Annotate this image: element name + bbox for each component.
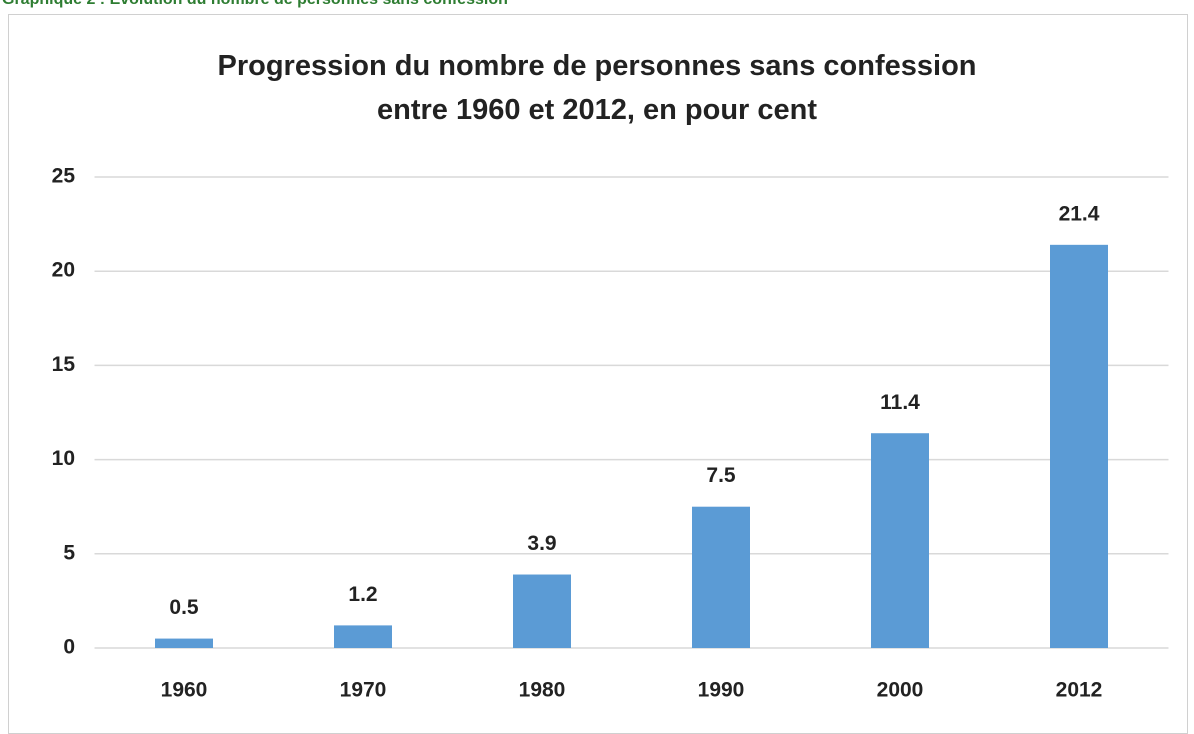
bar: [692, 506, 750, 648]
x-tick-label: 1970: [340, 679, 387, 702]
data-label: 7.5: [706, 464, 736, 487]
data-label: 1.2: [348, 583, 377, 606]
x-tick-label: 2000: [877, 679, 924, 702]
y-tick-label: 20: [52, 259, 75, 282]
caption: Graphique 2 : Évolution du nombre de per…: [2, 0, 508, 9]
data-label: 21.4: [1059, 202, 1100, 225]
x-tick-label: 1990: [698, 679, 745, 702]
y-tick-label: 25: [52, 165, 76, 188]
chart-title: Progression du nombre de personnes sans …: [217, 50, 977, 126]
data-label: 0.5: [169, 596, 199, 619]
x-tick-label: 1980: [519, 679, 566, 702]
data-label: 3.9: [527, 532, 556, 555]
bar: [334, 625, 392, 648]
x-tick-label: 2012: [1056, 679, 1103, 702]
x-tick-label: 1960: [161, 679, 208, 702]
bar: [1050, 244, 1108, 648]
bar: [155, 638, 213, 648]
data-label: 11.4: [880, 391, 920, 414]
y-tick-label: 10: [52, 447, 75, 470]
y-tick-label: 0: [63, 636, 75, 659]
y-tick-label: 15: [52, 353, 76, 376]
y-tick-label: 5: [63, 541, 75, 564]
bar: [871, 433, 929, 648]
bar: [513, 574, 571, 648]
